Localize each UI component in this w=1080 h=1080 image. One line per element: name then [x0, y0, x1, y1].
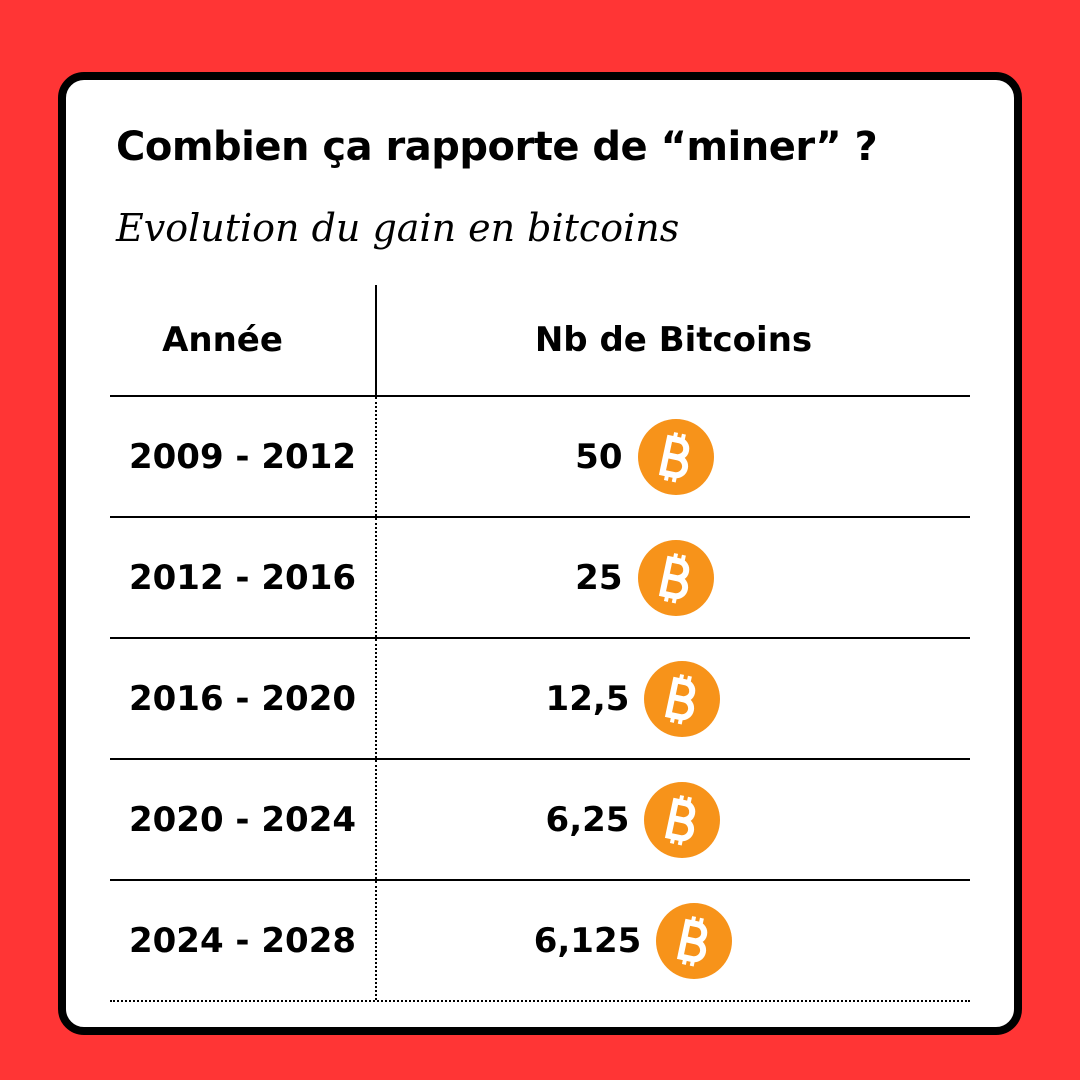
year-cell: 2020 - 2024 [110, 760, 377, 879]
year-cell: 2024 - 2028 [110, 881, 377, 1000]
table-row: 2024 - 2028 6,125 [110, 881, 970, 1002]
bitcoin-amount: 6,125 [533, 920, 642, 961]
year-cell: 2012 - 2016 [110, 518, 377, 637]
title: Combien ça rapporte de “miner” ? [116, 124, 878, 170]
table: Année Nb de Bitcoins 2009 - 2012 50 2012 … [110, 285, 970, 1002]
year-cell: 2016 - 2020 [110, 639, 377, 758]
bitcoin-icon [637, 418, 714, 495]
subtitle: Evolution du gain en bitcoins [116, 206, 680, 250]
table-row: 2012 - 2016 25 [110, 518, 970, 639]
column-header: Nb de Bitcoins [534, 320, 813, 360]
bitcoin-amount: 25 [575, 557, 623, 598]
bitcoin-cell: 12,5 [377, 639, 970, 758]
bitcoin-icon [644, 781, 721, 858]
bitcoin-cell: 6,25 [377, 760, 970, 879]
column-header: Année [110, 285, 377, 395]
bitcoin-cell: 6,125 [377, 881, 970, 1000]
bitcoin-icon [637, 539, 714, 616]
table-row: 2009 - 2012 50 [110, 397, 970, 518]
bitcoin-amount: 6,25 [545, 799, 630, 840]
year-cell: 2009 - 2012 [110, 397, 377, 516]
bitcoin-icon [644, 660, 721, 737]
card: Combien ça rapporte de “miner” ? Evoluti… [58, 72, 1022, 1035]
bitcoin-amount: 12,5 [545, 678, 630, 719]
bitcoin-icon [656, 902, 733, 979]
bitcoin-cell: 50 [377, 397, 970, 516]
table-row: 2016 - 2020 12,5 [110, 639, 970, 760]
bitcoin-cell: 25 [377, 518, 970, 637]
bitcoin-amount: 50 [575, 436, 623, 477]
table-header: Année Nb de Bitcoins [110, 285, 970, 397]
table-row: 2020 - 2024 6,25 [110, 760, 970, 881]
